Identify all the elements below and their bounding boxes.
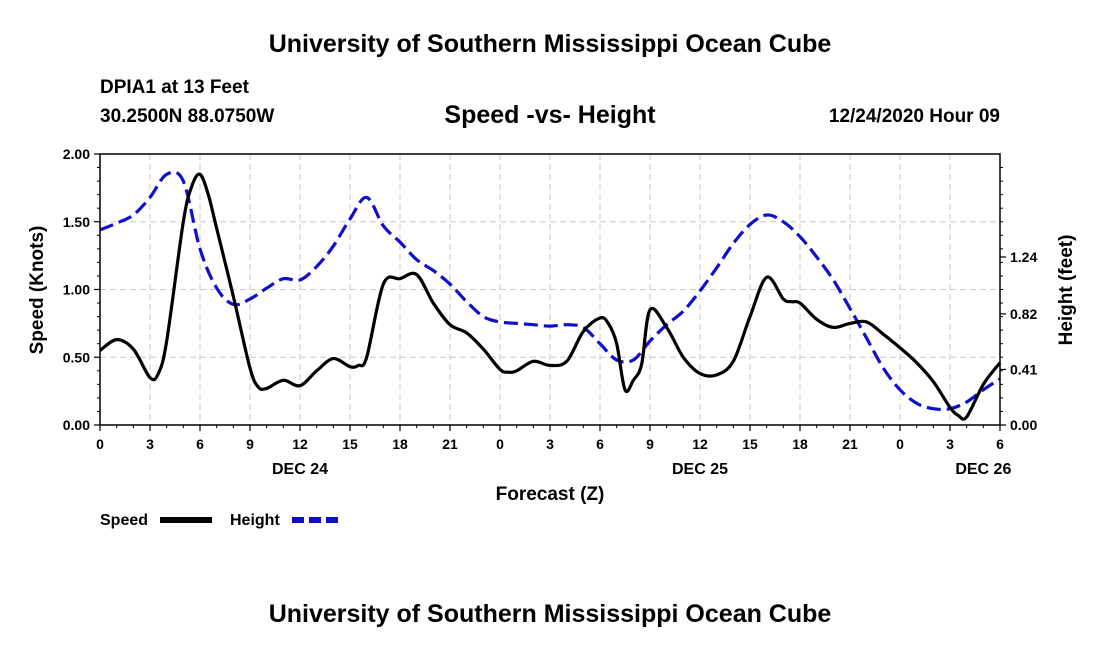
forecast-datetime: 12/24/2020 Hour 09 [828, 106, 1000, 127]
x-tick-label: 21 [842, 436, 858, 452]
x-axis-label: Forecast (Z) [496, 484, 605, 505]
speed-height-chart: 0 3 6 9 12 15 18 21 0 3 6 9 12 15 18 21 0 3 6 DEC 24 DEC 25 D… [27, 146, 1077, 529]
x-tick-label: 12 [692, 436, 708, 452]
top-title: University of Southern Mississippi Ocean… [268, 30, 832, 58]
station-label: DPIA1 at 13 Feet [100, 77, 249, 98]
y-right-tick-label: 1.24 [1010, 249, 1037, 265]
series-layer [99, 170, 1002, 421]
y-axis-left-label: Speed (Knots) [27, 226, 48, 355]
x-tick-label: 15 [342, 436, 358, 452]
legend-speed-label: Speed [100, 512, 148, 529]
x-tick-label: 6 [196, 436, 204, 452]
y-axis-right-label: Height (feet) [1056, 235, 1077, 346]
x-tick-label: 9 [646, 436, 654, 452]
legend-height-label: Height [230, 512, 280, 529]
x-tick-label: 21 [442, 436, 458, 452]
x-tick-label: 9 [246, 436, 254, 452]
x-tick-label: 12 [292, 436, 308, 452]
y-left-tick-label: 0.00 [63, 417, 90, 433]
x-tick-label: 6 [996, 436, 1004, 452]
x-tick-label: 18 [792, 436, 808, 452]
chart-title: Speed -vs- Height [444, 101, 656, 129]
y-right-tick-label: 0.41 [1010, 361, 1037, 377]
day-label: DEC 24 [272, 461, 328, 478]
series-line-height [99, 170, 1001, 412]
coordinates-label: 30.2500N 88.0750W [100, 106, 275, 127]
x-tick-label: 3 [146, 436, 154, 452]
x-tick-label: 0 [496, 436, 504, 452]
y-left-tick-label: 1.50 [63, 214, 90, 230]
day-label: DEC 25 [672, 461, 728, 478]
x-tick-label: 15 [742, 436, 758, 452]
x-tick-label: 3 [946, 436, 954, 452]
series-line-speed [99, 172, 1002, 421]
x-tick-label: 18 [392, 436, 408, 452]
y-left-tick-label: 2.00 [63, 146, 90, 162]
y-right-tick-label: 0.00 [1010, 417, 1037, 433]
x-tick-label: 0 [96, 436, 104, 452]
y-left-tick-label: 0.50 [63, 349, 90, 365]
legend: Speed Height [100, 512, 342, 529]
bottom-title: University of Southern Mississippi Ocean… [268, 600, 832, 628]
y-right-tick-label: 0.82 [1010, 306, 1037, 322]
x-tick-label: 3 [546, 436, 554, 452]
y-left-tick-label: 1.00 [63, 282, 90, 298]
x-tick-label: 0 [896, 436, 904, 452]
x-tick-label: 6 [596, 436, 604, 452]
axes: 0 3 6 9 12 15 18 21 0 3 6 9 12 15 18 21 0 3 6 DEC 24 DEC 25 D… [63, 146, 1038, 478]
grid [100, 154, 1000, 425]
day-label: DEC 26 [955, 461, 1011, 478]
